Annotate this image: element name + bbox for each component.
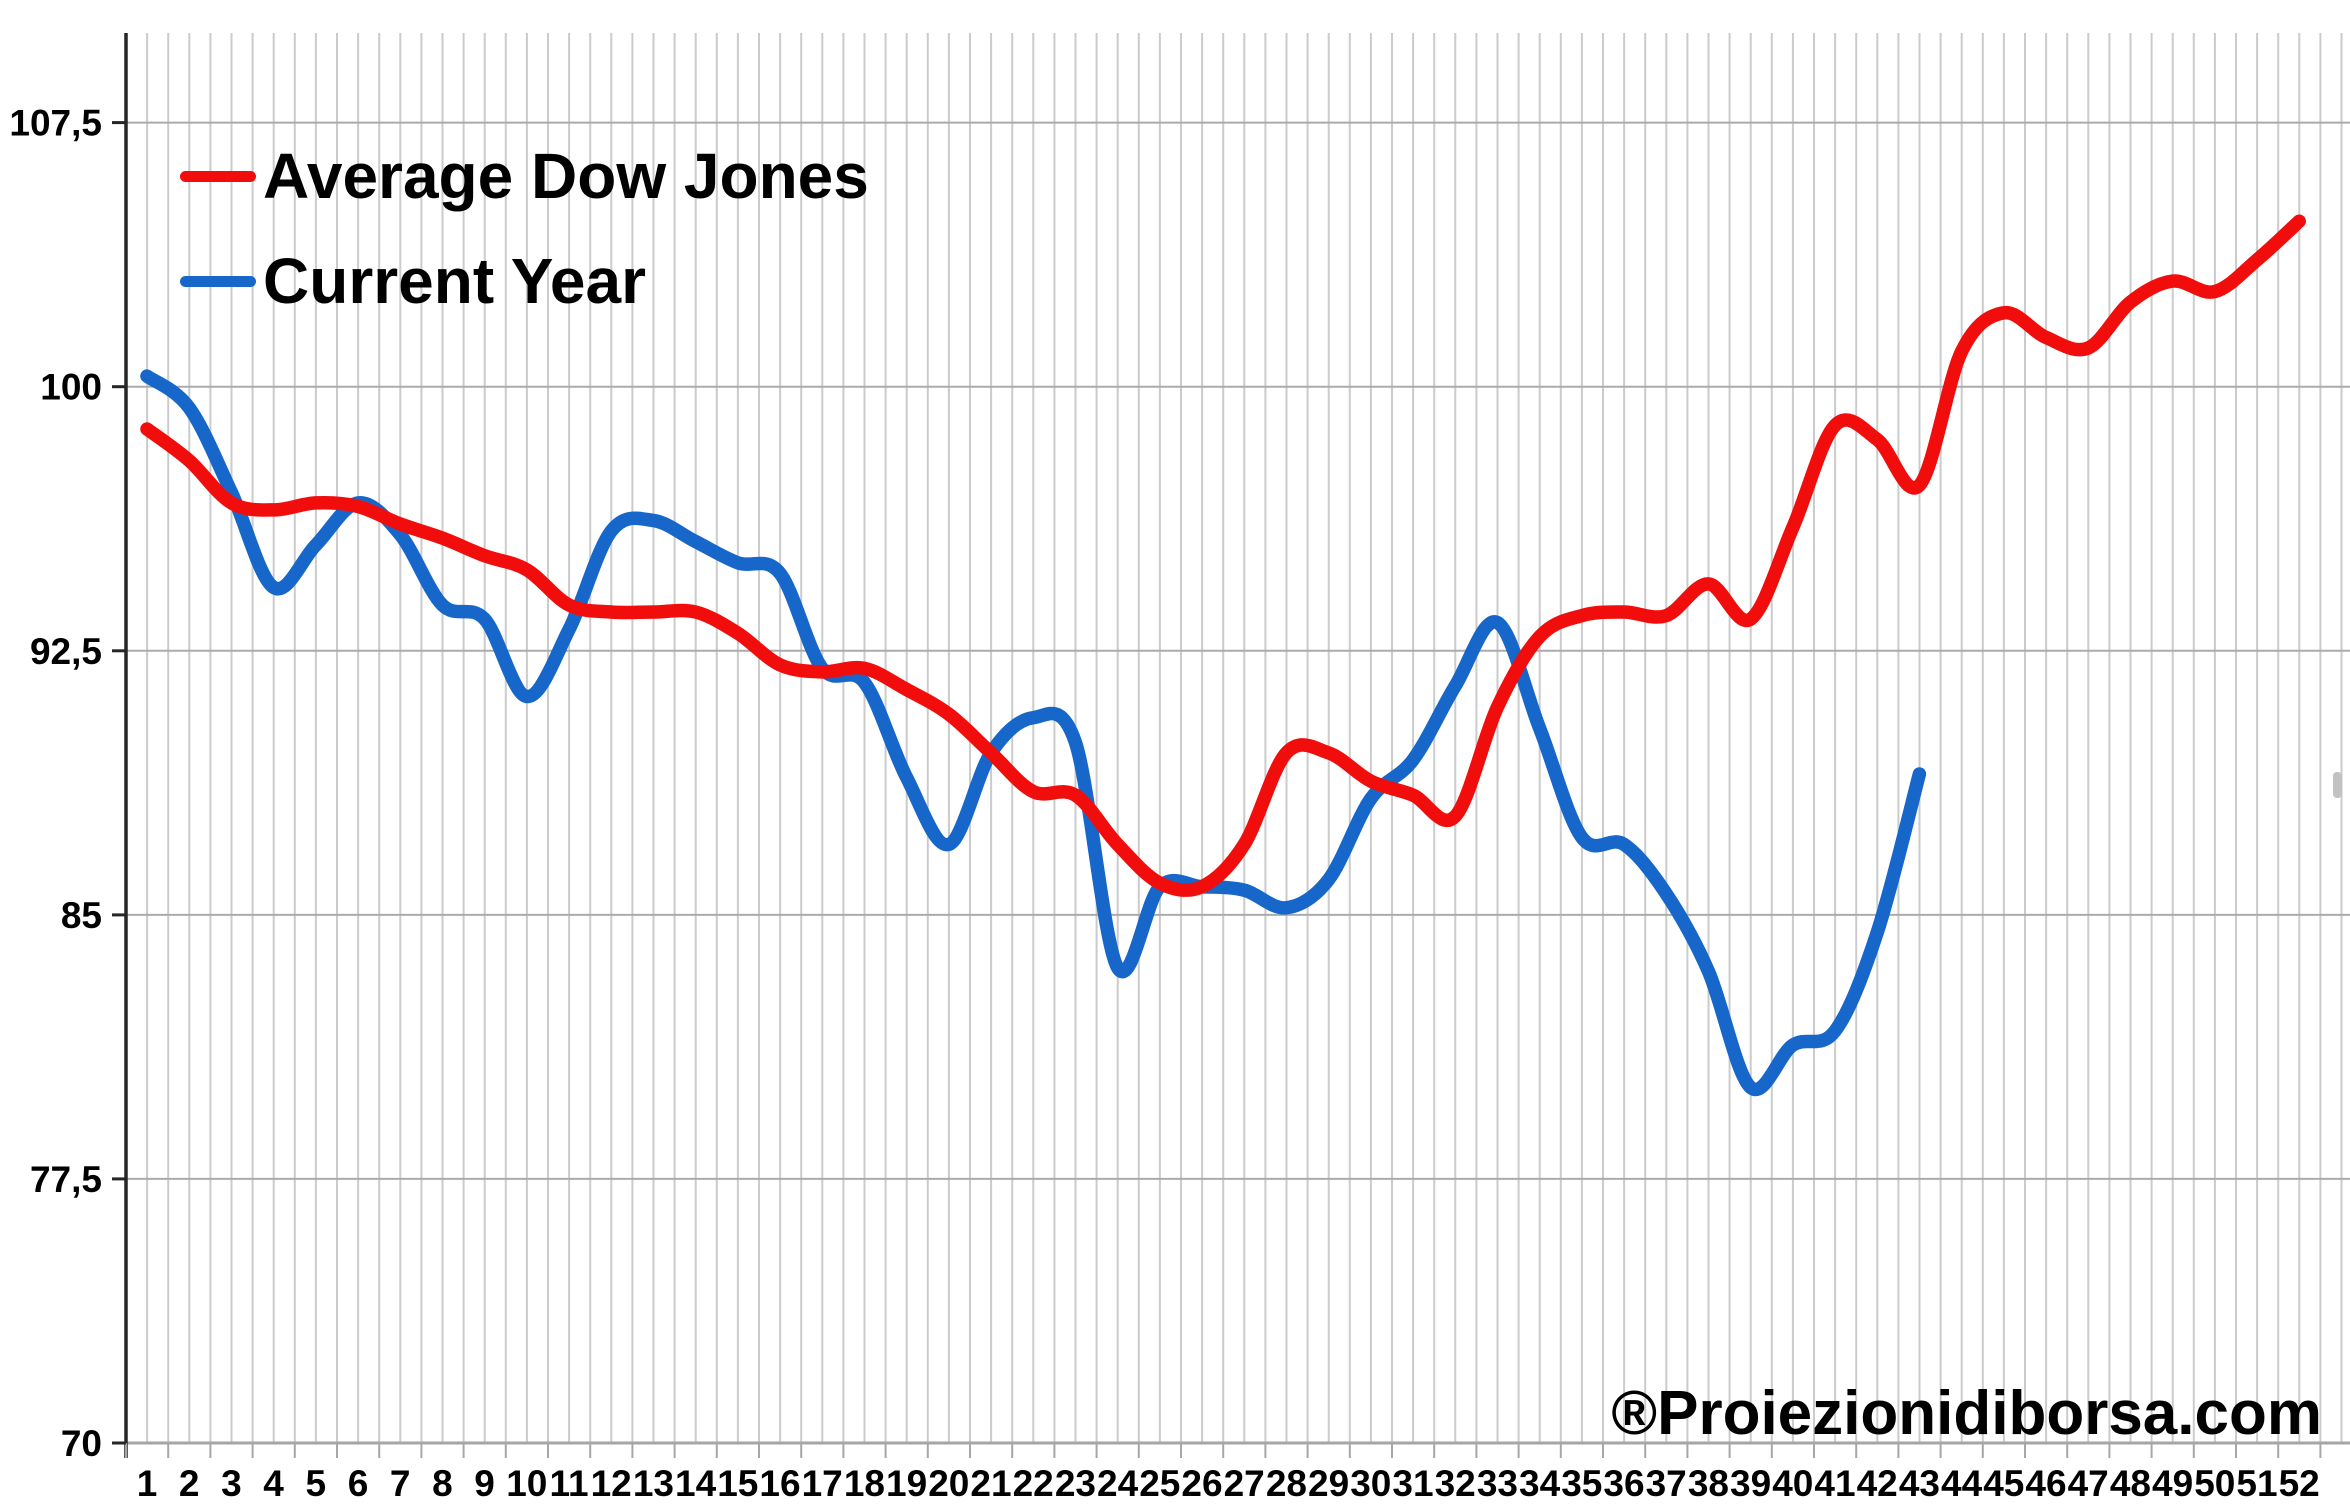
y-axis-labels: 70 77,5 85 92,5 100 107,5 [9, 103, 102, 1464]
x-tick-label: 38 [1688, 1463, 1729, 1504]
x-axis-labels: 1 2 3 4 5 6 7 8 9 10 11 12 13 14 15 16 17 18 19 20 21 22 23 24 2… [137, 1463, 2320, 1504]
x-tick-label: 35 [1561, 1463, 1602, 1504]
x-tick-label: 24 [1097, 1463, 1139, 1504]
legend: Average Dow Jones Current Year [180, 140, 869, 350]
x-tick-label: 30 [1350, 1463, 1391, 1504]
x-tick-label: 51 [2236, 1463, 2277, 1504]
x-tick-label: 39 [1730, 1463, 1771, 1504]
x-tick-label: 25 [1139, 1463, 1180, 1504]
x-tick-label: 2 [179, 1463, 200, 1504]
x-tick-label: 26 [1181, 1463, 1222, 1504]
x-tick-label: 10 [506, 1463, 547, 1504]
x-tick-label: 41 [1814, 1463, 1855, 1504]
x-tick-label: 44 [1941, 1463, 1983, 1504]
y-tick-label: 100 [40, 367, 102, 408]
x-tick-label: 11 [549, 1463, 588, 1504]
x-tick-label: 9 [474, 1463, 495, 1504]
legend-label: Current Year [263, 245, 646, 317]
x-tick-label: 23 [1055, 1463, 1096, 1504]
x-tick-label: 31 [1392, 1463, 1433, 1504]
y-tick-label: 92,5 [30, 631, 102, 672]
x-tick-label: 22 [1013, 1463, 1054, 1504]
x-tick-label: 34 [1519, 1463, 1561, 1504]
x-tick-label: 46 [2025, 1463, 2066, 1504]
x-tick-label: 15 [717, 1463, 758, 1504]
series-line-average-dow-jones [140, 214, 2306, 897]
x-tick-label: 12 [591, 1463, 632, 1504]
x-tick-label: 1 [137, 1463, 158, 1504]
y-tick-label: 107,5 [9, 103, 102, 144]
series-line-current-year [140, 369, 1927, 1097]
x-tick-label: 43 [1899, 1463, 1940, 1504]
x-tick-label: 32 [1435, 1463, 1476, 1504]
x-tick-label: 20 [928, 1463, 969, 1504]
legend-item-current-year: Current Year [180, 245, 869, 317]
x-tick-label: 37 [1646, 1463, 1687, 1504]
watermark: ®Proiezionidiborsa.com [1611, 1379, 2322, 1448]
x-tick-label: 7 [390, 1463, 411, 1504]
x-tick-label: 45 [1983, 1463, 2024, 1504]
x-tick-label: 6 [348, 1463, 369, 1504]
x-tick-label: 28 [1266, 1463, 1307, 1504]
x-tick-label: 50 [2194, 1463, 2235, 1504]
scrollbar-artifact [2333, 772, 2342, 798]
x-tick-label: 4 [263, 1463, 284, 1504]
legend-item-average-dow-jones: Average Dow Jones [180, 140, 869, 212]
red-line-swatch-icon [180, 170, 256, 182]
y-tick-label: 70 [61, 1423, 102, 1464]
blue-line-swatch-icon [180, 275, 256, 287]
x-tick-label: 27 [1224, 1463, 1265, 1504]
x-tick-label: 40 [1772, 1463, 1813, 1504]
y-tick-label: 85 [61, 895, 102, 936]
x-tick-label: 52 [2279, 1463, 2320, 1504]
x-tick-label: 47 [2068, 1463, 2109, 1504]
gridlines [126, 33, 2350, 1443]
x-tick-label: 8 [432, 1463, 453, 1504]
x-tick-label: 13 [633, 1463, 674, 1504]
x-tick-label: 16 [759, 1463, 800, 1504]
x-tick-label: 29 [1308, 1463, 1349, 1504]
y-tick-label: 77,5 [30, 1159, 102, 1200]
x-tick-label: 33 [1477, 1463, 1518, 1504]
x-tick-label: 3 [221, 1463, 242, 1504]
x-tick-label: 21 [970, 1463, 1011, 1504]
x-tick-label: 42 [1857, 1463, 1898, 1504]
x-tick-label: 36 [1603, 1463, 1644, 1504]
x-tick-label: 49 [2152, 1463, 2193, 1504]
x-tick-label: 14 [675, 1463, 717, 1504]
x-tick-label: 5 [306, 1463, 327, 1504]
x-tick-label: 17 [802, 1463, 843, 1504]
x-tick-label: 18 [844, 1463, 885, 1504]
x-tick-label: 19 [886, 1463, 927, 1504]
legend-label: Average Dow Jones [263, 140, 869, 212]
axes [112, 33, 2350, 1458]
x-tick-label: 48 [2110, 1463, 2151, 1504]
